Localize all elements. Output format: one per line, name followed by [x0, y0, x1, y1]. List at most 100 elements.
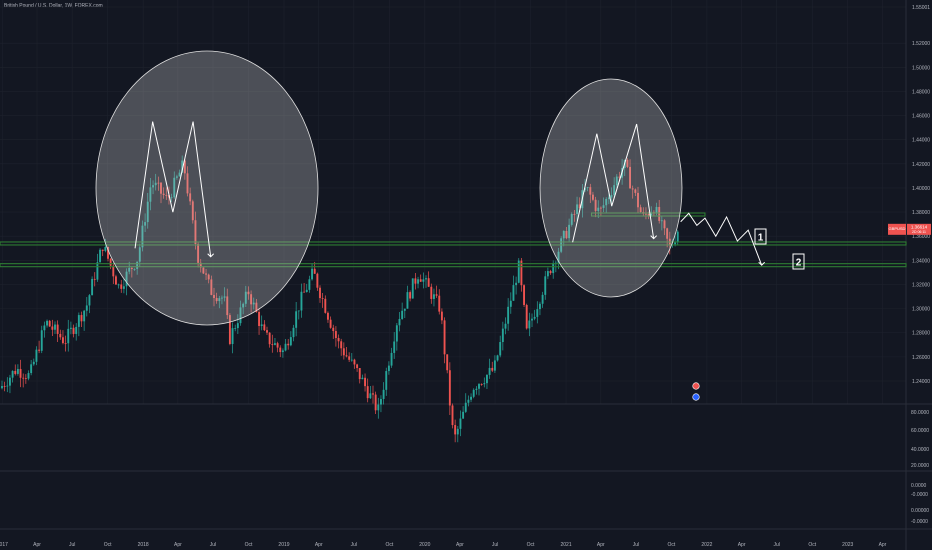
candle-body — [478, 384, 480, 389]
candle — [403, 308, 406, 318]
candle-body — [356, 364, 359, 369]
time-tick-label: Apr — [315, 542, 323, 548]
candle-body — [448, 370, 451, 406]
candle — [459, 410, 462, 437]
projection-label: 2 — [796, 258, 802, 269]
candle-body — [332, 327, 335, 332]
candle — [541, 291, 544, 308]
candle-body — [276, 343, 279, 348]
time-tick-label: 2019 — [278, 542, 289, 548]
event-marker-icon[interactable] — [692, 382, 700, 390]
candle-body — [350, 359, 353, 361]
candle — [287, 339, 290, 350]
candle-body — [430, 286, 433, 299]
candle-body — [3, 385, 6, 387]
price-badge — [907, 223, 931, 235]
candle-body — [528, 320, 531, 329]
candle-body — [599, 207, 602, 209]
candle — [385, 367, 388, 396]
candle-body — [629, 166, 631, 189]
candle — [88, 293, 91, 314]
candle-body — [364, 377, 366, 387]
candle — [650, 206, 653, 217]
candle — [80, 311, 83, 327]
candle-body — [568, 224, 571, 239]
candle-body — [342, 348, 345, 356]
candle-body — [390, 352, 393, 366]
candle-body — [207, 274, 210, 280]
price-axis[interactable]: 1.55001 1.52000 1.50000 1.48000 1.46000 1.440… — [912, 5, 930, 385]
candle-body — [271, 344, 274, 345]
time-axis[interactable]: 2017 Apr Jul Oct 2018 Apr Jul Oct 2019 Apr Jul Oct 2… — [0, 542, 887, 548]
candle-body — [488, 367, 491, 375]
candle-body — [618, 176, 621, 178]
candle-body — [99, 249, 101, 263]
candle — [613, 177, 616, 200]
candle-body — [128, 267, 131, 272]
candle-body — [221, 297, 223, 299]
candle-body — [594, 199, 597, 211]
candle — [586, 186, 589, 192]
candle-body — [337, 337, 340, 342]
candle-body — [48, 320, 51, 327]
candle-body — [634, 189, 637, 193]
candle — [27, 370, 30, 381]
candle — [183, 158, 186, 180]
time-tick-label: 2021 — [560, 542, 571, 548]
candle-body — [160, 182, 162, 194]
candle-body — [366, 386, 369, 399]
candle — [252, 297, 255, 310]
candle-body — [295, 311, 298, 328]
candle — [361, 374, 364, 380]
candle-body — [372, 393, 374, 395]
candle-body — [22, 377, 25, 379]
event-marker-icon[interactable] — [692, 393, 700, 401]
candle-body — [658, 206, 661, 221]
candle — [191, 199, 194, 224]
candle — [48, 319, 51, 327]
candle — [292, 324, 295, 342]
candle-body — [570, 213, 573, 225]
candle-body — [340, 341, 343, 349]
candle-body — [531, 318, 533, 321]
candle-body — [417, 279, 419, 284]
candle-body — [210, 279, 213, 295]
candle-body — [279, 347, 282, 353]
oscillator-tick-label: 40.0000 — [911, 447, 929, 453]
candle-body — [358, 368, 361, 380]
candle-body — [607, 197, 610, 199]
candle — [467, 395, 470, 407]
candle-body — [313, 268, 316, 274]
candle-body — [414, 278, 417, 284]
candle — [162, 187, 165, 199]
candle — [525, 303, 528, 330]
candle-body — [170, 197, 173, 199]
candle — [480, 383, 483, 386]
candle-body — [85, 305, 88, 311]
candle-body — [475, 388, 478, 390]
candle-body — [380, 398, 382, 405]
candle — [406, 285, 409, 309]
candle — [435, 285, 438, 298]
candle — [173, 171, 176, 199]
candle — [236, 314, 239, 335]
oscillator-axis[interactable]: 80.0000 60.0000 40.0000 20.0000 0.0000 -0.000… — [911, 410, 929, 525]
candle-body — [75, 326, 78, 334]
candle-body — [406, 292, 409, 309]
candle-body — [186, 173, 189, 194]
candle-body — [613, 185, 616, 195]
candle-body — [459, 418, 462, 429]
candle — [120, 279, 123, 293]
candle-body — [51, 326, 54, 330]
candle — [101, 249, 104, 257]
candle — [85, 297, 88, 317]
candle — [144, 213, 147, 233]
candle-body — [374, 394, 377, 411]
candle-body — [472, 389, 475, 397]
candle-body — [133, 268, 136, 270]
candle-body — [162, 193, 165, 195]
candle — [329, 316, 332, 329]
time-tick-label: Jul — [633, 542, 639, 548]
candle — [446, 354, 449, 374]
